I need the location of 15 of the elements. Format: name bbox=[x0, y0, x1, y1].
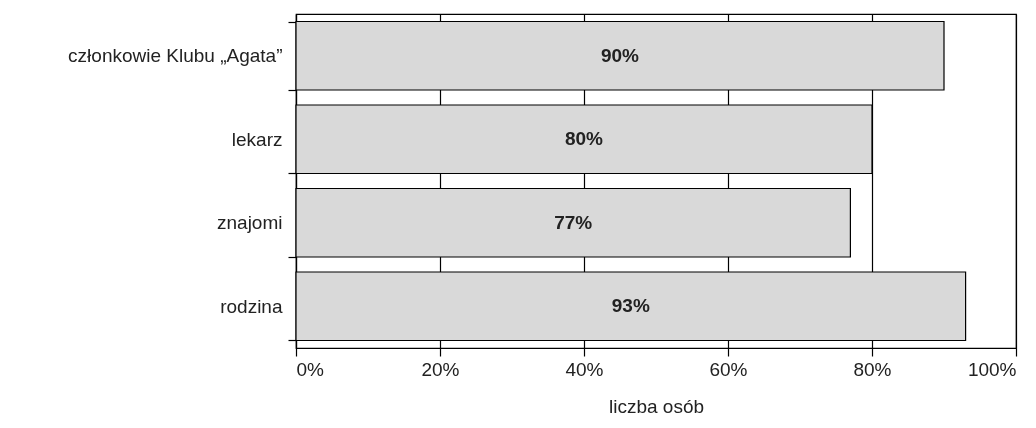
data-label: 93% bbox=[611, 295, 650, 317]
y-tick-label: członkowie Klubu „Agata” bbox=[68, 45, 283, 67]
x-tick-label: 40% bbox=[565, 358, 604, 380]
data-label: 90% bbox=[600, 44, 640, 66]
data-label: 80% bbox=[564, 128, 604, 150]
x-tick-label: 20% bbox=[421, 358, 460, 380]
x-tick-label: 0% bbox=[296, 358, 325, 380]
y-tick-label: lekarz bbox=[231, 128, 283, 150]
x-tick-label: 80% bbox=[853, 358, 892, 380]
data-label: 77% bbox=[554, 211, 593, 233]
x-tick-label: 60% bbox=[709, 358, 748, 380]
x-axis-title: liczba osób bbox=[608, 395, 705, 417]
x-tick-label: 100% bbox=[967, 358, 1017, 380]
y-tick-label: rodzina bbox=[220, 295, 283, 317]
y-tick-label: znajomi bbox=[217, 212, 283, 234]
